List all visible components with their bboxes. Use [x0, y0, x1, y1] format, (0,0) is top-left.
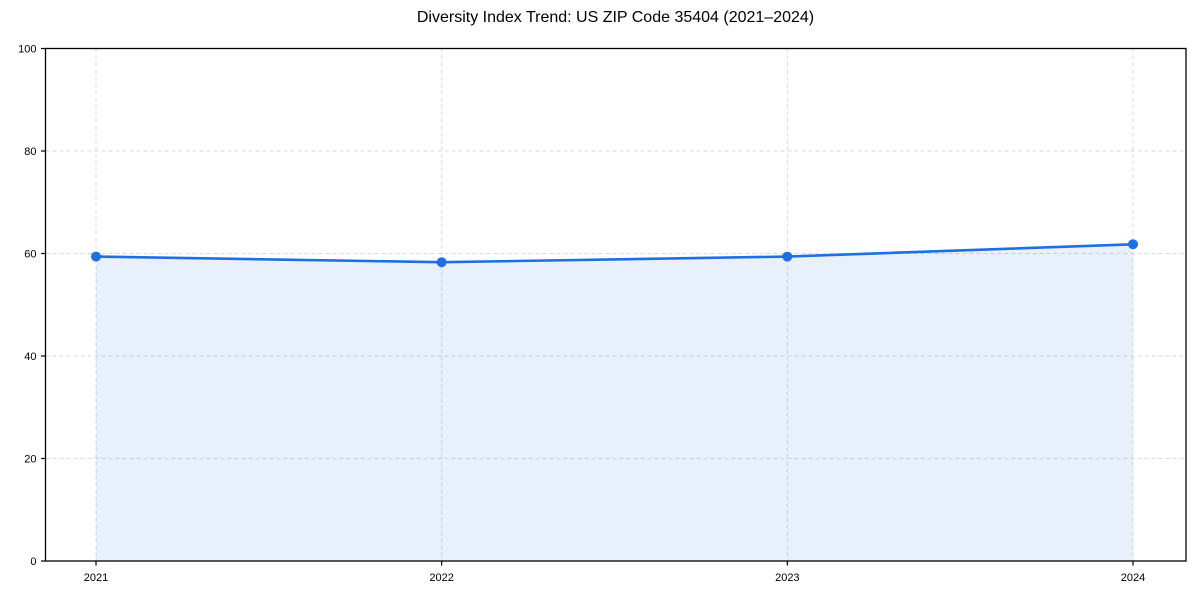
data-point-marker	[1128, 239, 1138, 250]
x-tick-label: 2023	[775, 572, 799, 584]
data-point-marker	[436, 257, 447, 268]
x-tick-label: 2021	[84, 572, 108, 584]
trend-line	[94, 242, 1135, 264]
data-point-marker	[782, 251, 793, 262]
y-tick-label: 80	[24, 146, 36, 158]
plot-border	[44, 47, 1187, 562]
x-tick-label: 2022	[429, 572, 453, 584]
y-tick-label: 40	[24, 351, 36, 363]
x-tick-label: 2024	[1121, 572, 1145, 584]
y-tick-label: 0	[30, 556, 36, 568]
y-tick-label: 20	[24, 454, 36, 466]
y-tick-label: 60	[24, 249, 36, 261]
area-fill	[96, 244, 1133, 561]
chart-title: Diversity Index Trend: US ZIP Code 35404…	[416, 9, 815, 26]
y-tick-label: 100	[18, 44, 36, 56]
data-point-marker	[91, 251, 101, 262]
